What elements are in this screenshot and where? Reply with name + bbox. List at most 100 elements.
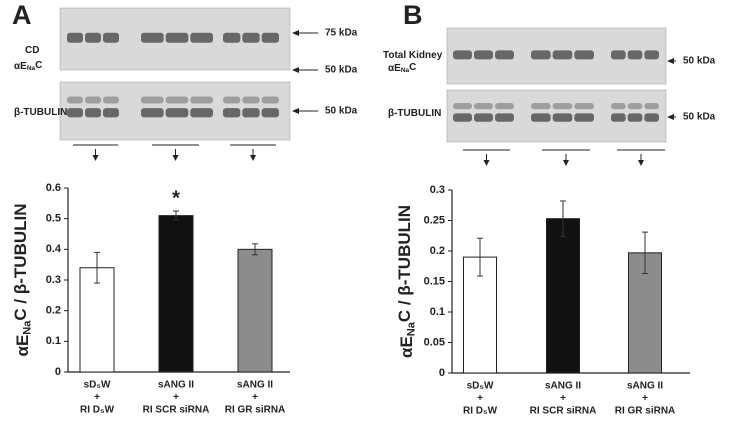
x-tick-label: + — [642, 393, 648, 404]
blot-band — [453, 50, 472, 60]
bar — [158, 215, 194, 373]
x-tick-label: + — [94, 392, 100, 403]
blot-band — [141, 96, 164, 104]
blot-band — [261, 96, 279, 104]
blot-band — [85, 108, 101, 118]
blot-band — [85, 32, 101, 43]
x-tick-label: + — [560, 393, 566, 404]
blot-band — [474, 50, 493, 60]
y-tick-label: 0.1 — [46, 335, 61, 347]
x-tick-label: + — [173, 392, 179, 403]
blot-label: β-TUBULIN — [14, 107, 67, 118]
y-axis-label-part: αE — [397, 336, 416, 358]
blot-label-part: β-TUBULIN — [14, 107, 67, 118]
y-axis-label-part: αE — [13, 335, 32, 357]
blot-label-part: αE — [388, 63, 401, 74]
blot-band — [242, 108, 260, 118]
blot-band — [531, 103, 551, 110]
blot-label: αENaC — [388, 62, 416, 74]
blot-band — [495, 50, 514, 60]
blot-label-part: Na — [401, 67, 410, 74]
blot-band — [531, 113, 551, 122]
x-tick-label: RI D₅W — [463, 406, 498, 417]
arrow-head — [292, 108, 299, 114]
blot-band — [85, 96, 101, 104]
x-tick-label: RI D₅W — [80, 405, 115, 416]
blot-band — [242, 32, 260, 43]
blot-label: CD — [25, 45, 39, 56]
blot-band — [261, 32, 279, 43]
arrow-head — [92, 155, 99, 161]
blot-label: Total Kidney — [383, 50, 443, 61]
marker-label: 50 kDa — [325, 106, 358, 117]
y-axis-label: αENaC / β-TUBULIN — [396, 205, 418, 358]
blot-band — [165, 32, 189, 43]
blot-label: αENaC — [14, 60, 42, 72]
panel-letter: A — [12, 0, 32, 30]
blot-label-part: C — [409, 62, 416, 73]
blot-band — [574, 50, 594, 60]
x-tick-label: sANG II — [237, 380, 273, 391]
y-tick-label: 0 — [55, 366, 61, 378]
arrow-head — [292, 30, 299, 36]
arrow-head — [172, 155, 179, 161]
marker-label: 50 kDa — [683, 56, 716, 67]
blot-band — [552, 103, 573, 110]
blot-band — [574, 103, 594, 110]
blot-band — [474, 103, 493, 110]
blot-band — [242, 96, 260, 104]
x-tick-label: sD₅W — [84, 380, 111, 391]
blot-band — [495, 113, 514, 122]
x-tick-label: RI GR siRNA — [615, 406, 676, 417]
blot-band — [644, 113, 659, 122]
y-tick-label: 0.2 — [430, 245, 445, 257]
x-tick-label: RI GR siRNA — [225, 405, 286, 416]
marker-label: 50 kDa — [325, 65, 358, 76]
y-axis-label-part: Na — [21, 320, 33, 335]
y-tick-label: 0.3 — [46, 274, 61, 286]
blot-band — [453, 103, 472, 110]
blot-band — [627, 50, 643, 60]
blot-band — [552, 50, 573, 60]
blot-band — [495, 103, 514, 110]
blot-band — [190, 108, 213, 118]
blot-band — [453, 113, 472, 122]
blot-band — [165, 96, 189, 104]
blot-band — [103, 96, 119, 104]
y-axis-label-part: Na — [405, 321, 417, 336]
blot-label-part: β-TUBULIN — [388, 108, 441, 119]
blot-band — [103, 108, 119, 118]
blot-band — [531, 50, 551, 60]
blot-label-part: CD — [25, 45, 39, 56]
y-tick-label: 0.1 — [430, 306, 445, 318]
blot-label: β-TUBULIN — [388, 108, 441, 119]
blot-band — [190, 32, 213, 43]
blot-band — [67, 96, 83, 104]
y-axis-label-part: C / β-TUBULIN — [396, 205, 415, 322]
blot-band — [223, 96, 241, 104]
annotation: * — [172, 187, 180, 209]
blot-label-part: Total Kidney — [383, 50, 443, 61]
blot-band — [103, 32, 119, 43]
blot-band — [574, 113, 594, 122]
arrow-head — [667, 58, 674, 64]
y-tick-label: 0 — [439, 367, 445, 379]
blot-band — [223, 108, 241, 118]
blot-band — [474, 113, 493, 122]
marker-label: 75 kDa — [325, 28, 358, 39]
bar — [546, 218, 580, 374]
x-tick-label: sANG II — [627, 381, 663, 392]
blot-band — [190, 96, 213, 104]
bar — [237, 248, 273, 373]
panel-letter: B — [403, 0, 423, 30]
blot-band — [141, 32, 164, 43]
blot-band — [552, 113, 573, 122]
y-axis-label: αENaC / β-TUBULIN — [12, 203, 34, 356]
y-tick-label: 0.05 — [424, 336, 445, 348]
y-tick-label: 0.25 — [424, 214, 445, 226]
blot-band — [611, 50, 626, 60]
y-tick-label: 0.3 — [430, 184, 445, 196]
y-tick-label: 0.4 — [46, 243, 62, 255]
blot-band — [67, 108, 83, 118]
